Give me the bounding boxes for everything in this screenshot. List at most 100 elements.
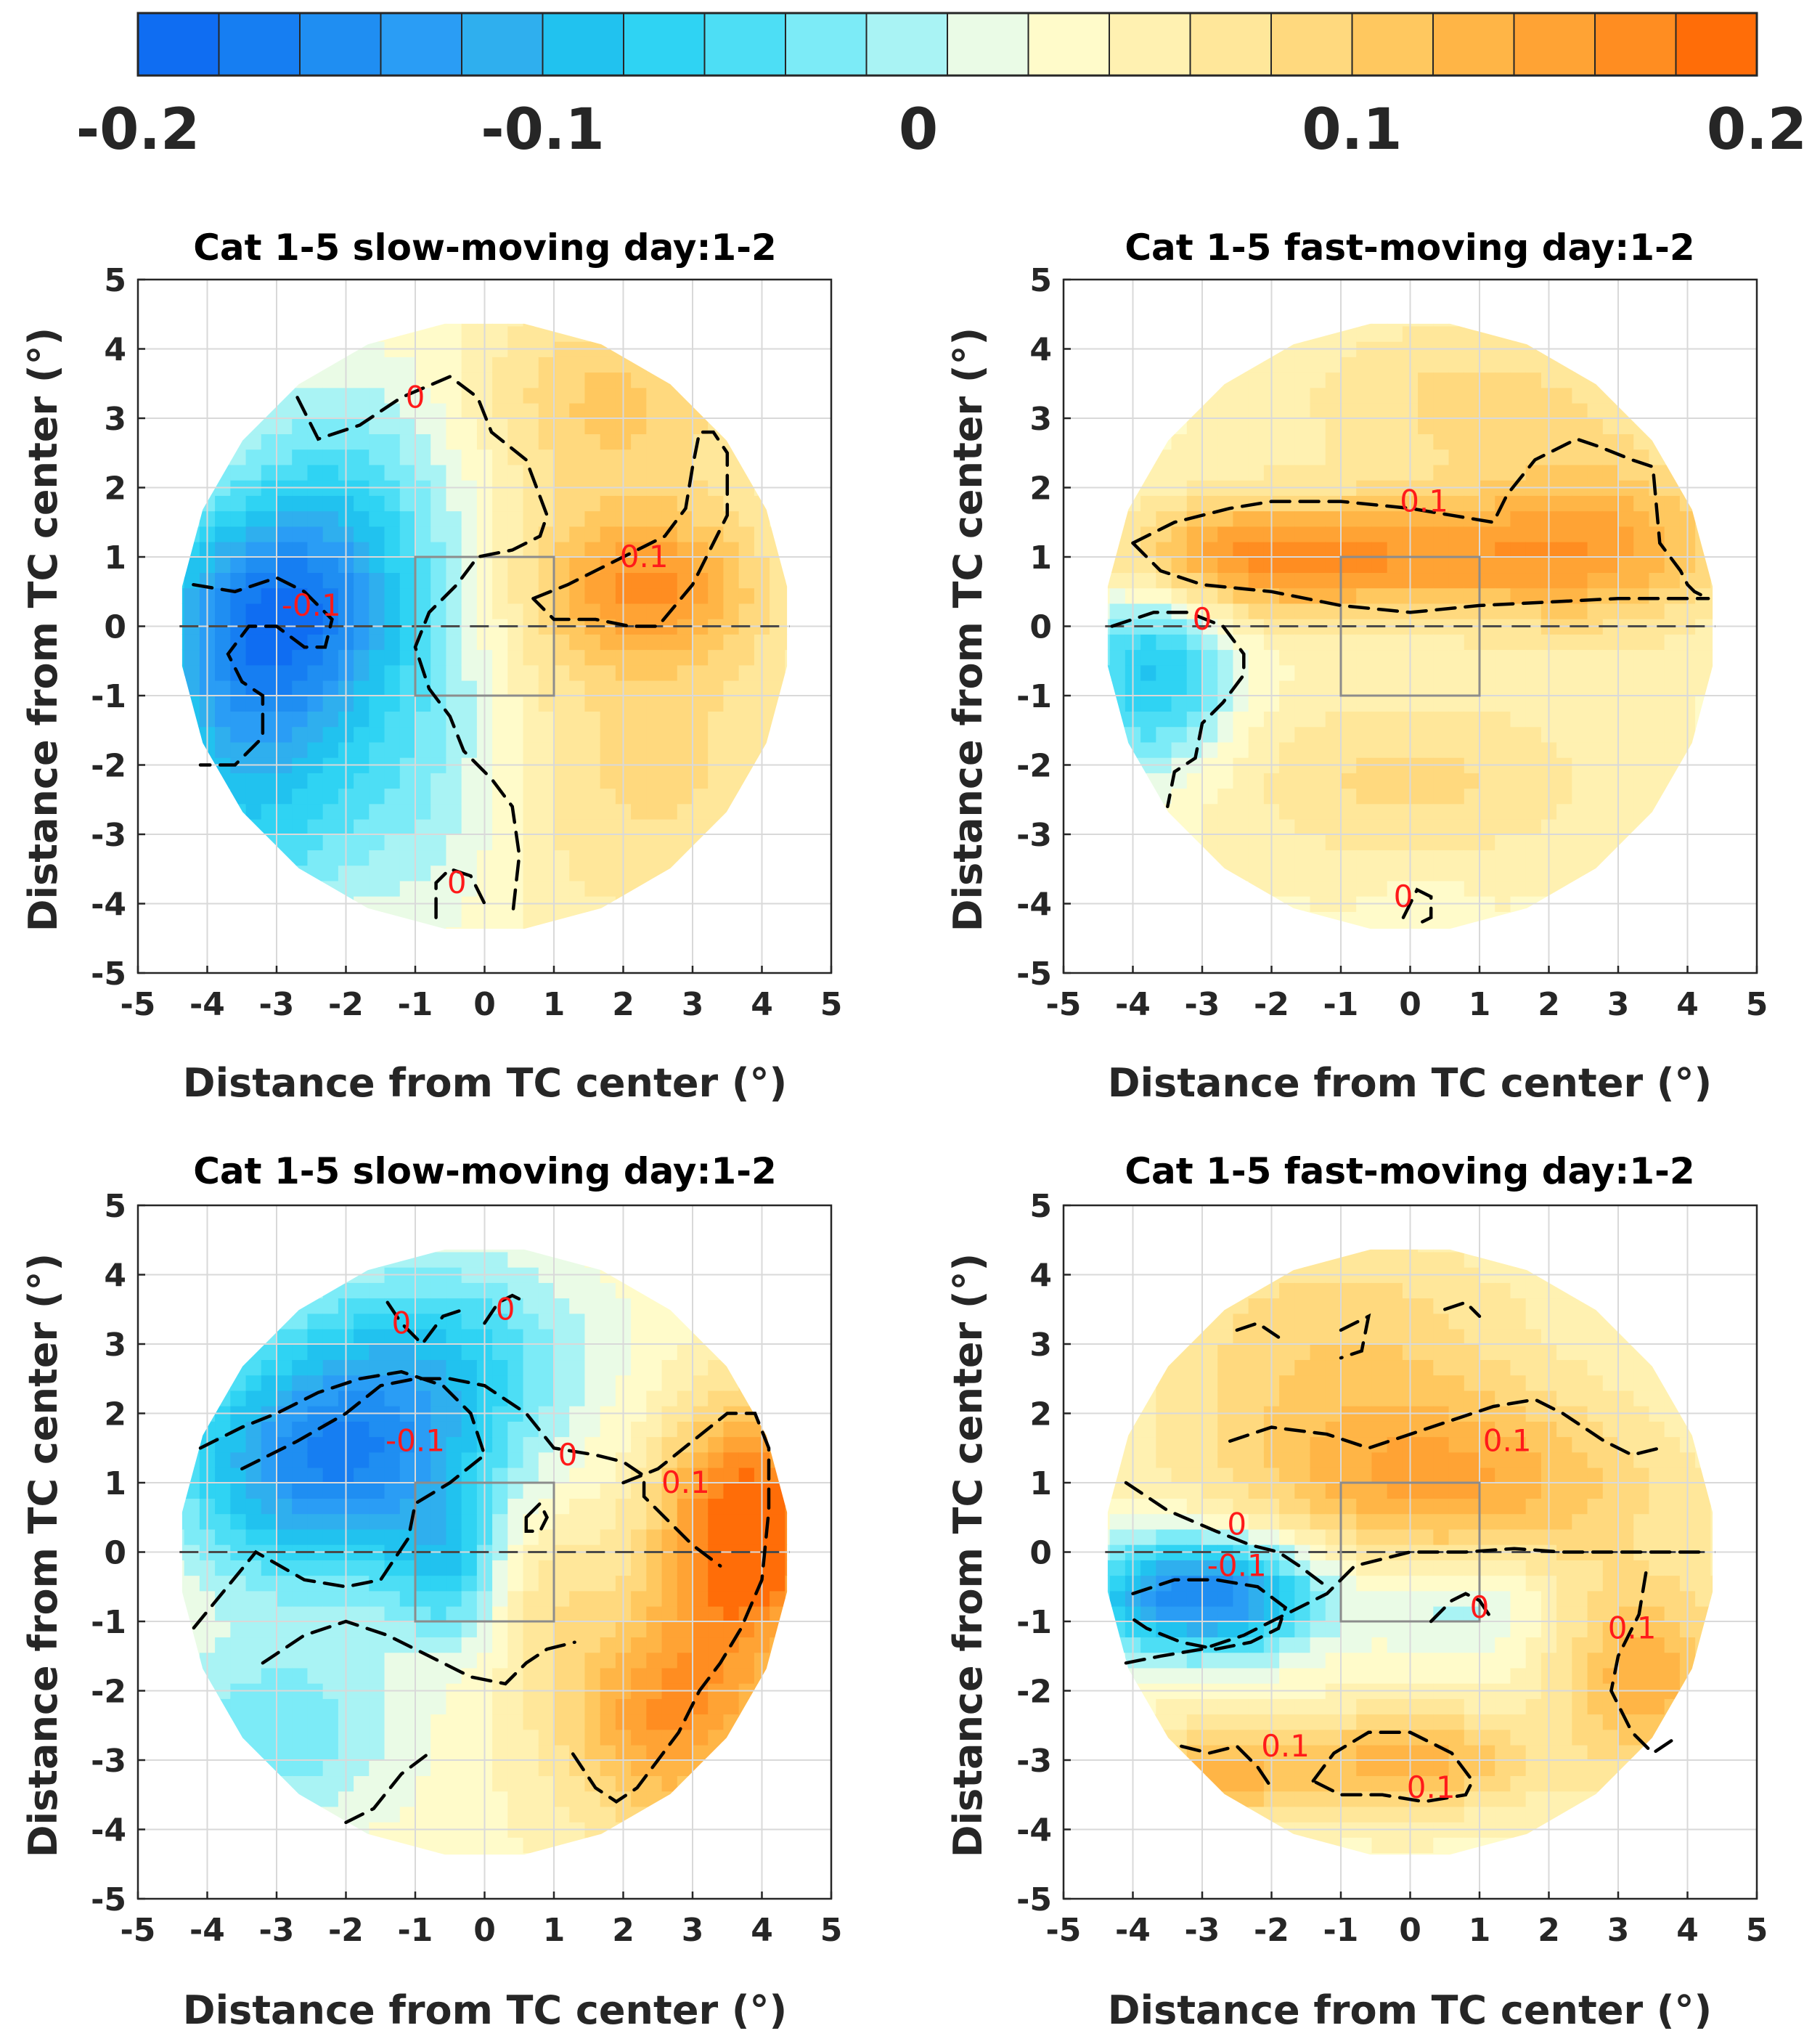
heatmap-cell [384, 788, 401, 805]
heatmap-cell [1186, 557, 1203, 574]
heatmap-cell [430, 634, 447, 651]
heatmap-cell [600, 880, 616, 897]
heatmap-cell [1202, 834, 1219, 851]
heatmap-cell [1217, 1344, 1234, 1361]
heatmap-cell [307, 1451, 324, 1468]
heatmap-cell [415, 1775, 432, 1792]
heatmap-cell [1248, 1359, 1265, 1376]
heatmap-cell [277, 818, 293, 835]
heatmap-cell [354, 541, 370, 558]
heatmap-cell [307, 1760, 324, 1777]
heatmap-cell [415, 1467, 432, 1483]
heatmap-cell [415, 357, 432, 373]
heatmap-cell [261, 557, 277, 574]
heatmap-cell [600, 680, 616, 696]
heatmap-cell [1387, 357, 1403, 373]
heatmap-cell [215, 741, 232, 758]
heatmap-cell [1248, 1513, 1265, 1530]
heatmap-cell [1602, 495, 1619, 512]
heatmap-cell [708, 818, 725, 835]
heatmap-cell [307, 1328, 324, 1345]
heatmap-cell [1664, 649, 1681, 666]
heatmap-cell [738, 464, 755, 481]
heatmap-cell [261, 818, 277, 835]
heatmap-cell [1587, 696, 1604, 712]
heatmap-cell [1464, 664, 1480, 681]
heatmap-cell [492, 1451, 509, 1468]
heatmap-cell [507, 1436, 524, 1453]
heatmap-cell [1341, 1249, 1358, 1253]
heatmap-cell [738, 1528, 755, 1545]
heatmap-cell [354, 1251, 370, 1268]
heatmap-cell [399, 927, 416, 929]
heatmap-cell [1510, 911, 1527, 928]
heatmap-cell [1356, 788, 1373, 805]
heatmap-cell [277, 850, 293, 866]
heatmap-cell [708, 680, 725, 696]
heatmap-cell [1387, 1251, 1403, 1268]
heatmap-cell [1464, 464, 1480, 481]
heatmap-cell [738, 1451, 755, 1468]
heatmap-cell [600, 834, 616, 851]
heatmap-cell [1310, 850, 1326, 866]
heatmap-cell [507, 1328, 524, 1345]
heatmap-cell [1202, 1605, 1219, 1622]
heatmap-cell [384, 1667, 401, 1684]
heatmap-cell [584, 1483, 601, 1499]
heatmap-cell [554, 1652, 571, 1669]
heatmap-cell [277, 603, 293, 619]
heatmap-cell [723, 696, 740, 712]
heatmap-cell [1202, 495, 1219, 512]
heatmap-cell [384, 1436, 401, 1453]
heatmap-cell [554, 788, 571, 805]
heatmap-cell [631, 1344, 648, 1361]
heatmap-cell [446, 572, 462, 589]
heatmap-cell [646, 1451, 663, 1468]
heatmap-cell [661, 1667, 678, 1684]
heatmap-cell [399, 1344, 416, 1361]
heatmap-cell [1233, 402, 1249, 419]
heatmap-cell [1279, 372, 1296, 388]
heatmap-cell [1248, 510, 1265, 527]
heatmap-cell [1433, 664, 1450, 681]
heatmap-cell [538, 1390, 555, 1406]
heatmap-cell [600, 572, 616, 589]
heatmap-cell [600, 1328, 616, 1345]
heatmap-cell [1448, 495, 1465, 512]
heatmap-cell [461, 325, 478, 342]
heatmap-cell [1464, 741, 1480, 758]
heatmap-cell [1356, 1575, 1373, 1592]
heatmap-cell [1217, 1791, 1234, 1807]
heatmap-cell [354, 1667, 370, 1684]
heatmap-cell [600, 357, 616, 373]
heatmap-cell [554, 1575, 571, 1592]
heatmap-cell [461, 526, 478, 542]
heatmap-cell [1448, 880, 1465, 897]
heatmap-cell [1418, 850, 1434, 866]
heatmap-cell [1310, 1513, 1326, 1530]
heatmap-cell [1633, 680, 1650, 696]
heatmap-cell [1156, 649, 1172, 666]
heatmap-cell [1356, 402, 1373, 419]
heatmap-cell [538, 788, 555, 805]
heatmap-cell [1171, 1729, 1188, 1746]
heatmap-cell [415, 1714, 432, 1730]
heatmap-cell [1572, 834, 1588, 851]
heatmap-cell [1710, 603, 1713, 619]
heatmap-cell [399, 1282, 416, 1299]
heatmap-cell [1279, 433, 1296, 450]
heatmap-cell [277, 495, 293, 512]
heatmap-cell [399, 1436, 416, 1453]
heatmap-cell [1217, 1560, 1234, 1576]
heatmap-cell [384, 634, 401, 651]
heatmap-cell [230, 541, 247, 558]
heatmap-cell [677, 1467, 693, 1483]
heatmap-cell [230, 696, 247, 712]
heatmap-cell [261, 1498, 277, 1515]
heatmap-cell [785, 696, 788, 712]
heatmap-cell [1186, 803, 1203, 820]
heatmap-cell [523, 1251, 539, 1268]
heatmap-cell [1464, 402, 1480, 419]
heatmap-cell [292, 1590, 309, 1607]
heatmap-cell [1294, 834, 1311, 851]
